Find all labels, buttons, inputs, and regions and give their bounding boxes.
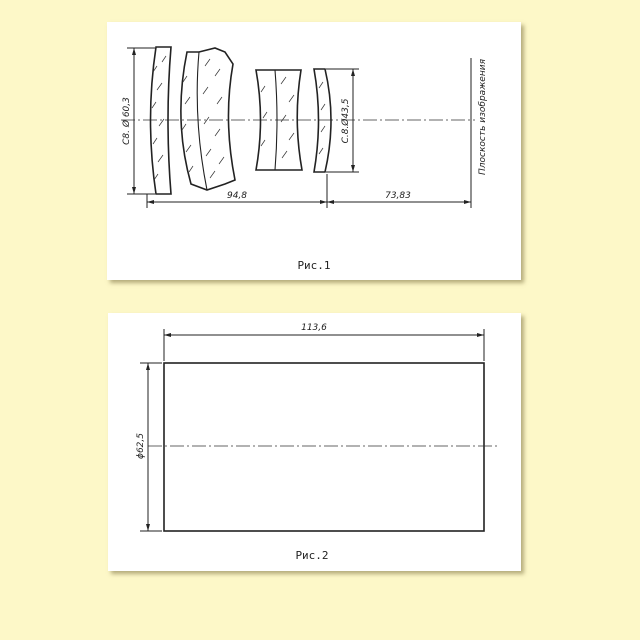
lens-scheme-drawing: C8. Ø 60,3 (121, 46, 488, 272)
lens-3-doublet (255, 69, 303, 171)
front-diameter-dimension: C8. Ø 60,3 (121, 47, 155, 195)
front-diameter-label: C8. Ø 60,3 (121, 97, 132, 145)
length-dimensions: 94,8 73,83 (146, 174, 471, 208)
rear-diameter-label: C.8.Ø43,5 (340, 98, 351, 143)
lens-length-label: 94,8 (227, 191, 247, 201)
length-label: 113,6 (301, 323, 327, 333)
figure-2-caption: Рис.2 (295, 549, 328, 562)
dimensions-drawing: 113,6 ϕ62,5 Рис.2 (136, 323, 500, 562)
figure-2-sheet: 113,6 ϕ62,5 Рис.2 (108, 313, 521, 571)
image-plane: Плоскость изображения (470, 58, 488, 208)
diameter-dimension: ϕ62,5 (136, 362, 162, 532)
length-dimension: 113,6 (163, 323, 485, 361)
lens-1 (149, 46, 172, 195)
diameter-label: ϕ62,5 (136, 433, 146, 459)
lens-outline-rectangle (163, 362, 485, 532)
lens-2-doublet (180, 47, 236, 191)
image-plane-label: Плоскость изображения (478, 58, 488, 175)
rear-diameter-dimension: C.8.Ø43,5 (326, 68, 359, 173)
figure-1-caption: Рис.1 (297, 259, 330, 272)
lens-4 (313, 68, 332, 173)
figure-1-sheet: C8. Ø 60,3 (107, 22, 521, 280)
back-focus-label: 73,83 (385, 191, 411, 201)
